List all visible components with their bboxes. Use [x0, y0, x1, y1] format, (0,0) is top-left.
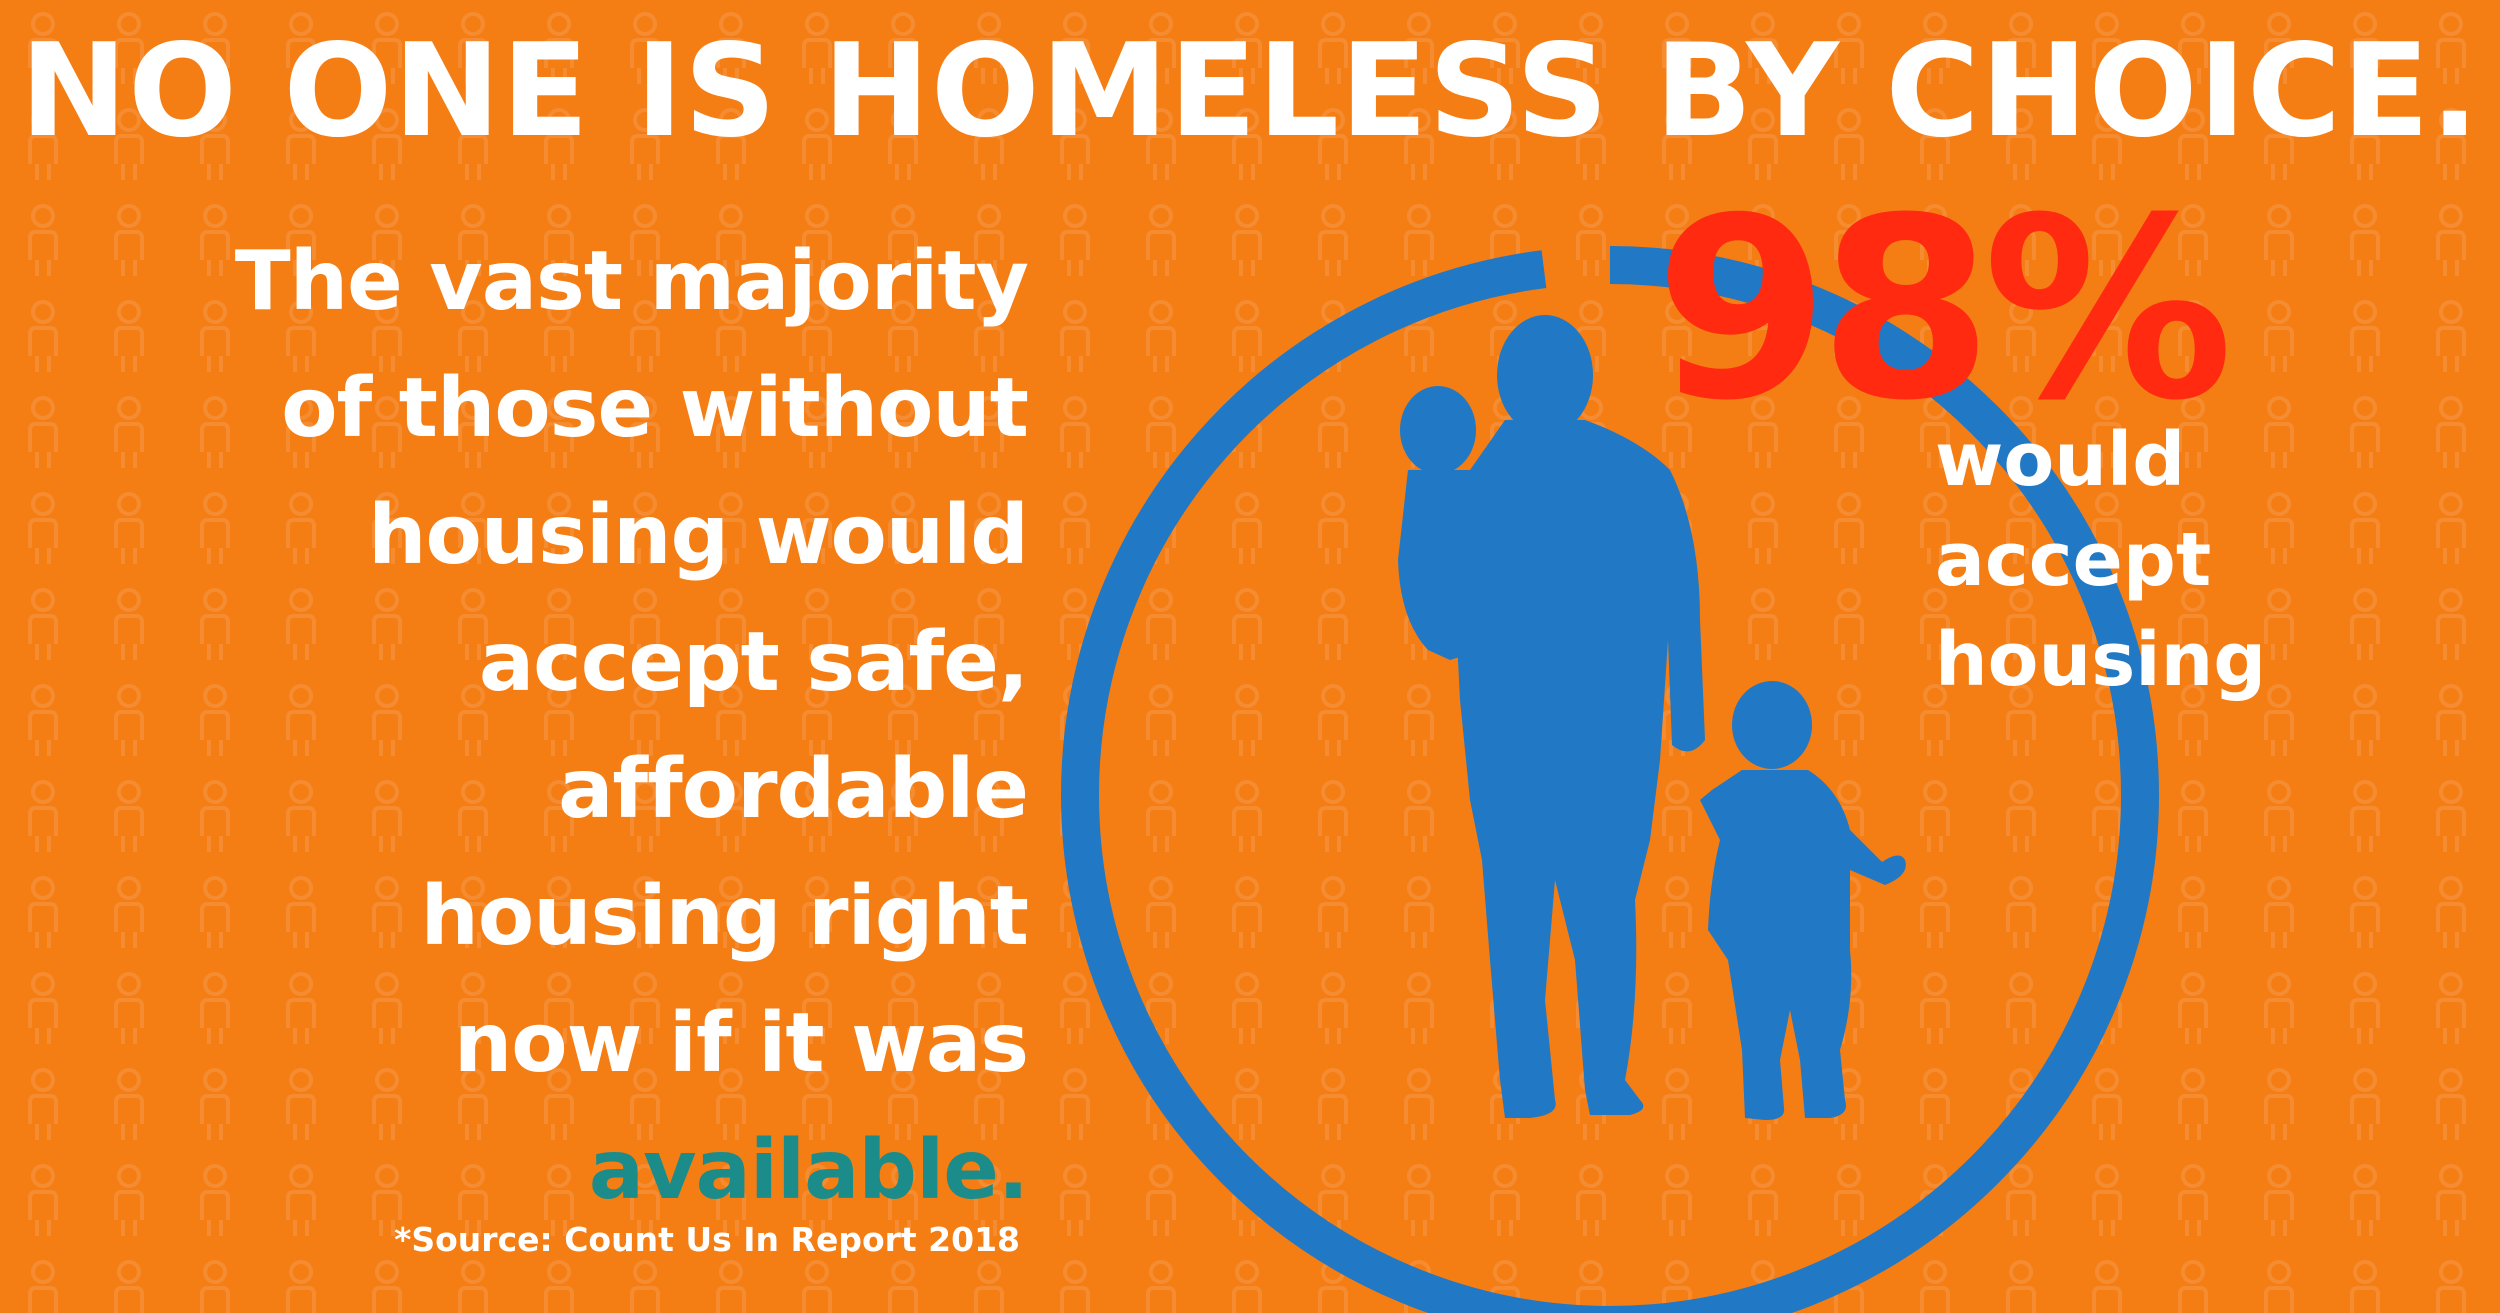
body-line: accept safe,	[478, 615, 1029, 710]
stat-caption-line: accept	[1935, 517, 2212, 603]
family-silhouette-icon	[1398, 315, 1906, 1120]
stat-value: 98%	[1655, 164, 2233, 455]
body-line: now if it was	[453, 996, 1029, 1091]
stat-caption: would accept housing	[1935, 410, 2375, 710]
body-copy: The vast majority of those without housi…	[60, 218, 1029, 1234]
stat-caption-line: housing	[1935, 617, 2267, 703]
body-line: The vast majority	[234, 234, 1029, 329]
body-emphasis: available.	[588, 1123, 1029, 1218]
progress-ring	[1061, 246, 2159, 1313]
source-note: *Source: Count Us In Report 2018	[394, 1220, 1020, 1259]
body-line: housing right	[420, 869, 1029, 964]
headline: NO ONE IS HOMELESS BY CHOICE.	[19, 17, 2481, 166]
body-line: housing would	[368, 488, 1029, 583]
stat-caption-line: would	[1935, 417, 2186, 503]
body-line: affordable	[558, 742, 1029, 837]
body-line: of those without	[281, 361, 1029, 456]
